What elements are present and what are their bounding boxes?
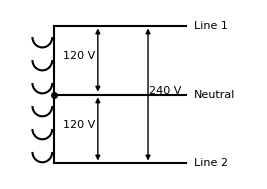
Text: 120 V: 120 V	[63, 120, 95, 130]
Text: 240 V: 240 V	[149, 86, 182, 96]
Text: 120 V: 120 V	[63, 51, 95, 61]
Text: Neutral: Neutral	[194, 90, 236, 99]
Text: Line 1: Line 1	[194, 21, 228, 31]
Text: Line 2: Line 2	[194, 158, 228, 168]
